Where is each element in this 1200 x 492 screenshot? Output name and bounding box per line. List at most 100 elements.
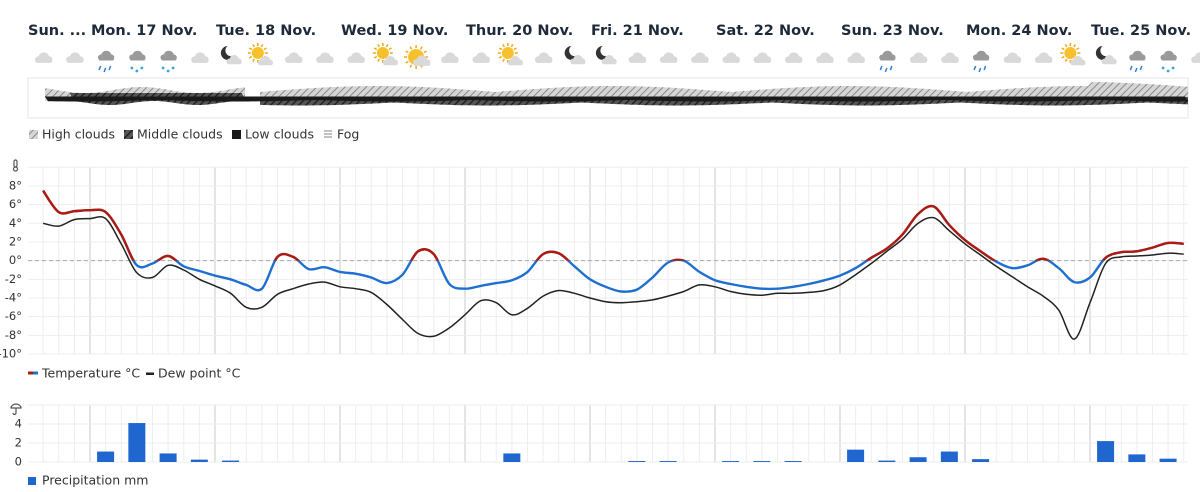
sun-ray [419,46,423,50]
cloud-shape [285,58,303,63]
cloud-shape [754,58,771,63]
sun-ray [388,47,392,51]
cloud-legend: High clouds Middle clouds Low clouds Fog [29,127,359,142]
cloud-shape [910,58,928,63]
legend-swatch [146,372,154,375]
sun-ray [1061,55,1065,59]
cloud-shape [227,60,242,65]
cloud-shape [660,58,678,63]
rain-drop [879,65,883,71]
sun-ray [252,43,255,48]
cloud-shape [570,60,586,65]
day-label: Sat. 22 Nov. [716,23,815,39]
legend-label: Dew point °C [158,366,241,381]
legend-swatch [124,130,133,139]
snow-dot [140,66,144,70]
cloud-shape [441,58,459,63]
snow-dot [161,66,165,70]
sun-ray [373,55,378,59]
cloud-shape [723,58,740,63]
sun-ray [377,58,380,63]
precipitation-bar [784,461,802,462]
cloud-shape [98,56,114,61]
precipitation-bar [753,461,771,462]
cloud-shape [848,58,865,63]
legend-swatch [29,130,38,139]
sun-ray [405,50,409,54]
rain-drop [978,67,982,73]
sun-ray [1076,47,1080,51]
sun-ray [260,43,264,48]
rain-drop [98,65,102,71]
sun-ray [252,58,255,63]
legend-label: Temperature °C [41,366,140,381]
sun [251,47,264,59]
precipitation-bar [847,449,865,462]
rain-drop [1129,65,1133,71]
precipitation-bar [972,459,990,462]
sun [501,47,514,59]
sun-ray [248,55,253,59]
sun-ray [510,43,514,48]
precipitation-bar [128,423,146,462]
y-tick-label: -4° [5,290,22,304]
y-tick-label: 0 [15,455,22,469]
day-label: Tue. 25 Nov. [1091,23,1191,39]
rain-drop [889,65,893,71]
temperature-line [42,189,1184,293]
legend-swatch [232,130,241,139]
low-clouds [45,96,1188,102]
y-tick-label: -8° [5,328,22,342]
rain-drop [1139,65,1143,71]
cloud-shape [535,58,553,63]
y-tick-label: 0° [9,253,22,267]
rain-drop [108,65,112,71]
sun-ray [423,50,427,54]
cloud-shape [879,56,896,61]
legend-label: Middle clouds [137,127,223,142]
cloud-shape [816,58,834,63]
cloud-shape [1102,60,1117,65]
day-label: Sun. ... [28,23,86,39]
day-label: Wed. 19 Nov. [341,23,448,39]
cloud-shape [35,58,53,63]
sun-ray [373,47,378,51]
day-label: Tue. 18 Nov. [216,23,316,39]
precipitation-bar [97,451,115,462]
y-tick-label: -10° [0,347,22,361]
y-tick-label: 4° [9,216,22,230]
y-tick-label: -6° [5,309,22,323]
sun-ray [377,43,380,48]
precipitation-bar [503,453,521,462]
cloud-shape [473,58,490,63]
sun-ray [385,43,389,48]
legend-label: High clouds [42,127,115,142]
cloud-shape [508,61,523,66]
precipitation-bar [659,461,677,462]
sun [376,47,389,59]
sun-ray [405,60,409,64]
thermometer-icon [12,159,19,172]
snow-dot [171,66,175,70]
y-tick-label: 4 [15,417,22,431]
cloud-shape [1035,58,1053,63]
legend-swatch [28,371,33,375]
sun-ray [263,47,267,51]
rain-drop [1134,67,1138,73]
precipitation-bar [1097,441,1115,462]
sun-ray [502,43,505,48]
cloud-shape [1129,56,1146,61]
sun-ray [513,47,517,51]
cloud-shape [413,61,431,66]
legend-label: Precipitation mm [42,473,148,488]
legend-swatch [28,477,36,485]
precipitation-bar [628,461,646,462]
cloud-shape [941,58,959,63]
legend-label: Fog [337,127,359,142]
cloud-shape [129,56,146,61]
precipitation-bar [909,457,927,462]
cloud-shape [66,58,84,63]
high-clouds [260,82,1188,98]
